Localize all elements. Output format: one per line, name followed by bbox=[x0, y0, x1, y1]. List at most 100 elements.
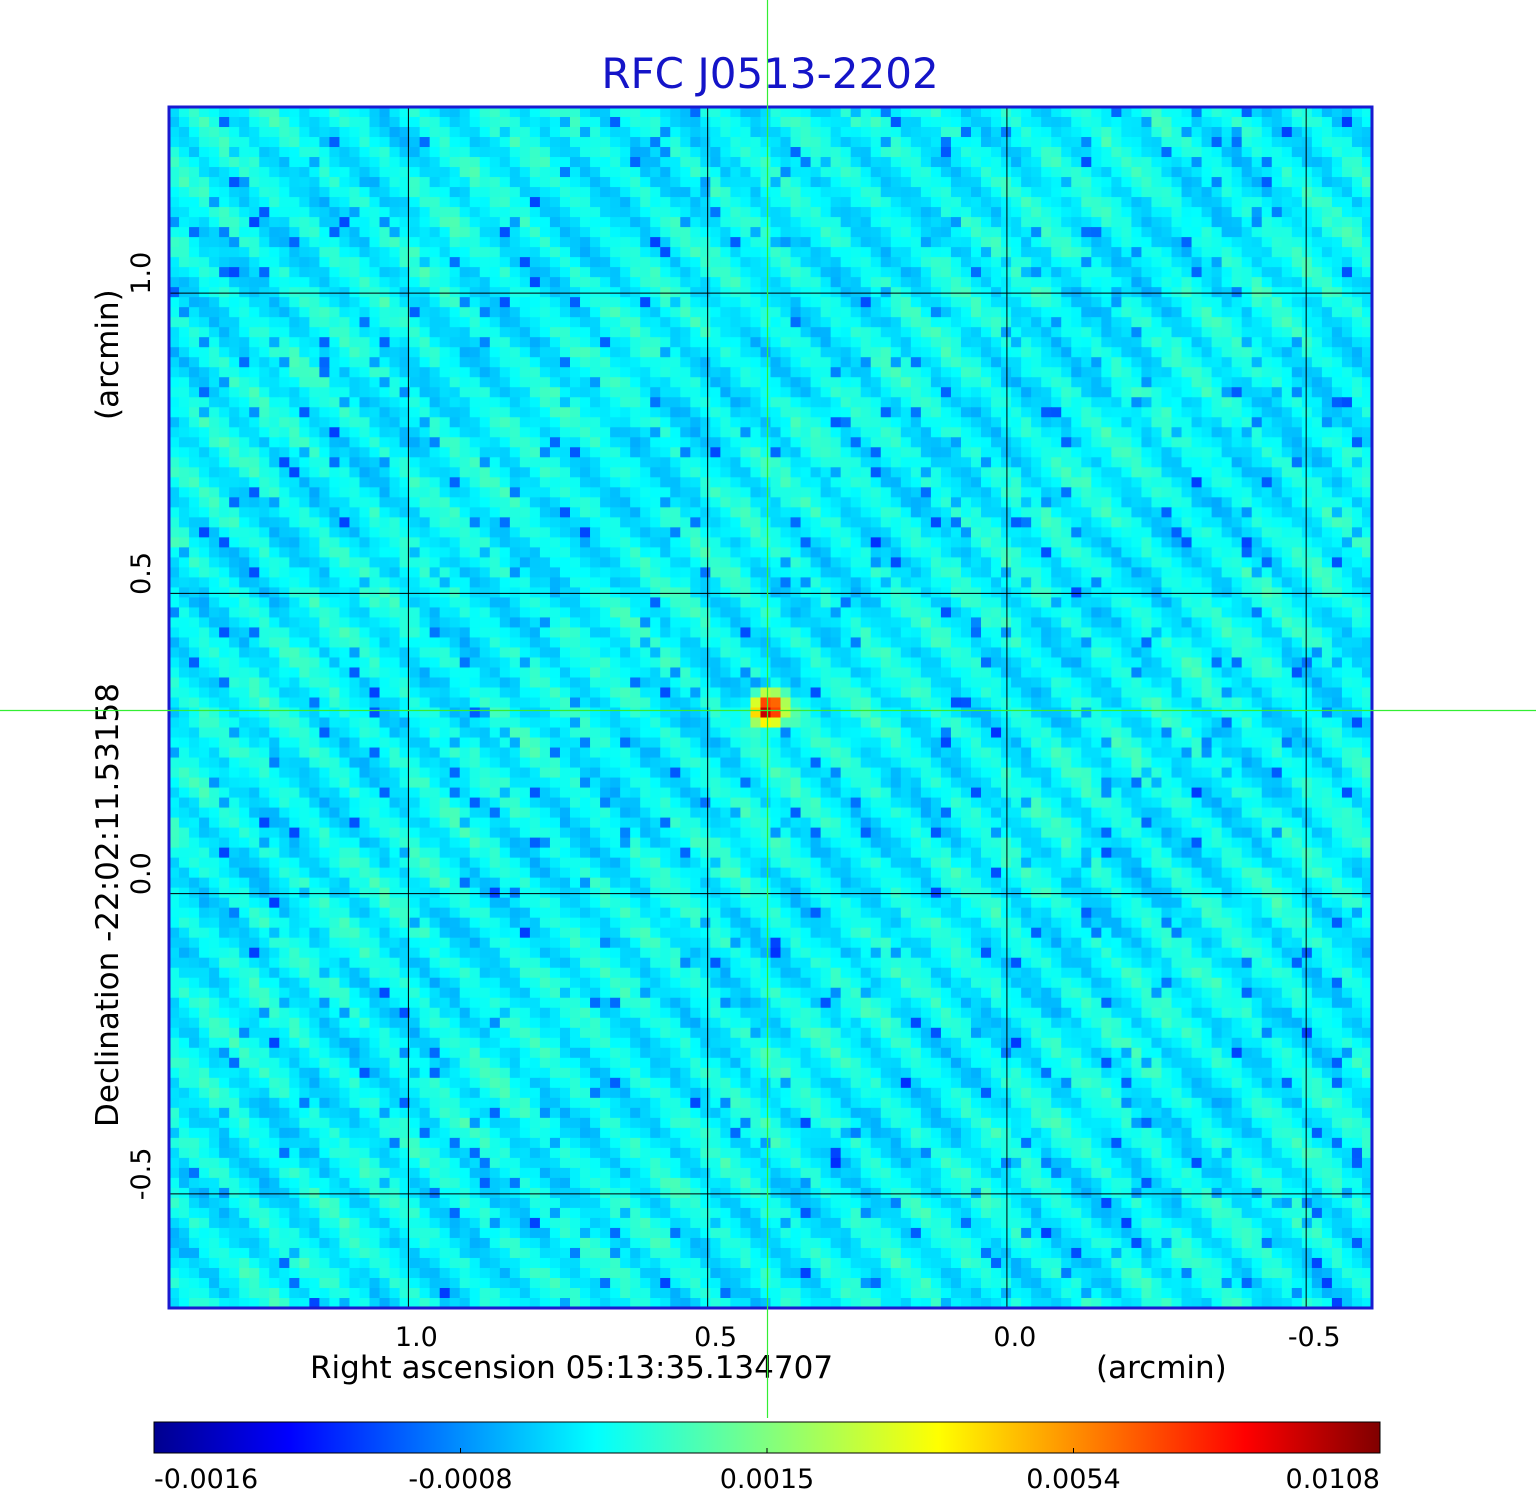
heatmap-cell bbox=[1031, 297, 1042, 308]
heatmap-cell bbox=[469, 297, 481, 308]
heatmap-cell bbox=[800, 257, 812, 268]
heatmap-cell bbox=[1341, 317, 1353, 328]
heatmap-cell bbox=[489, 477, 501, 488]
heatmap-cell bbox=[820, 497, 832, 508]
heatmap-cell bbox=[1241, 227, 1253, 238]
heatmap-cell bbox=[219, 457, 230, 468]
heatmap-cell bbox=[640, 437, 651, 448]
heatmap-cell bbox=[900, 367, 912, 378]
heatmap-cell bbox=[329, 357, 341, 368]
heatmap-cell bbox=[1231, 327, 1243, 338]
heatmap-cell bbox=[319, 317, 331, 328]
heatmap-cell bbox=[1251, 227, 1263, 238]
heatmap-cell bbox=[1201, 167, 1213, 178]
heatmap-cell bbox=[1331, 367, 1343, 378]
heatmap-cell bbox=[860, 287, 872, 298]
heatmap-cell bbox=[479, 517, 491, 528]
heatmap-cell bbox=[449, 227, 461, 238]
heatmap-cell bbox=[319, 467, 331, 478]
heatmap-cell bbox=[299, 307, 310, 318]
heatmap-cell bbox=[329, 457, 341, 468]
heatmap-cell bbox=[209, 107, 220, 118]
heatmap-cell bbox=[1171, 327, 1183, 338]
heatmap-cell bbox=[860, 317, 872, 328]
heatmap-cell bbox=[880, 397, 892, 408]
heatmap-cell bbox=[790, 487, 802, 498]
heatmap-cell bbox=[971, 137, 982, 148]
heatmap-cell bbox=[359, 157, 371, 168]
heatmap-cell bbox=[1171, 227, 1183, 238]
heatmap-cell bbox=[1171, 347, 1183, 358]
heatmap-cell bbox=[830, 367, 842, 378]
heatmap-cell bbox=[539, 357, 551, 368]
heatmap-cell bbox=[539, 497, 551, 508]
heatmap-cell bbox=[489, 507, 501, 518]
heatmap-cell bbox=[199, 297, 210, 308]
heatmap-cell bbox=[800, 177, 812, 188]
heatmap-cell bbox=[1311, 457, 1323, 468]
heatmap-cell bbox=[239, 407, 250, 418]
heatmap-cell bbox=[329, 237, 341, 248]
heatmap-cell bbox=[419, 177, 431, 188]
heatmap-cell bbox=[1211, 197, 1223, 208]
heatmap-cell bbox=[1071, 467, 1082, 478]
heatmap-cell bbox=[1141, 177, 1153, 188]
heatmap-cell bbox=[349, 117, 361, 128]
heatmap-cell bbox=[1161, 247, 1173, 258]
heatmap-cell bbox=[570, 477, 581, 488]
heatmap-cell bbox=[1001, 327, 1012, 338]
heatmap-cell bbox=[519, 487, 531, 498]
heatmap-cell bbox=[1001, 307, 1012, 318]
heatmap-cell bbox=[1151, 147, 1163, 158]
heatmap-cell bbox=[910, 437, 922, 448]
heatmap-cell bbox=[800, 347, 812, 358]
heatmap-cell bbox=[630, 327, 641, 338]
heatmap-cell bbox=[920, 347, 932, 358]
heatmap-cell bbox=[1151, 217, 1163, 228]
heatmap-cell bbox=[991, 347, 1002, 358]
heatmap-cell bbox=[910, 397, 922, 408]
heatmap-cell bbox=[610, 277, 621, 288]
heatmap-cell bbox=[930, 517, 942, 528]
heatmap-cell bbox=[910, 117, 922, 128]
heatmap-cell bbox=[1131, 187, 1143, 198]
heatmap-cell bbox=[1001, 357, 1012, 368]
heatmap-cell bbox=[1121, 157, 1133, 168]
heatmap-cell bbox=[650, 317, 661, 328]
heatmap-cell bbox=[660, 247, 671, 258]
heatmap-cell bbox=[580, 417, 591, 428]
heatmap-cell bbox=[519, 357, 531, 368]
heatmap-cell bbox=[1061, 207, 1072, 218]
heatmap-cell bbox=[690, 267, 701, 278]
heatmap-cell bbox=[1231, 287, 1243, 298]
heatmap-cell bbox=[1191, 457, 1203, 468]
heatmap-cell bbox=[610, 507, 621, 518]
heatmap-cell bbox=[559, 147, 571, 158]
heatmap-cell bbox=[680, 347, 691, 358]
heatmap-cell bbox=[439, 327, 451, 338]
heatmap-cell bbox=[1301, 487, 1313, 498]
heatmap-cell bbox=[810, 367, 822, 378]
heatmap-cell bbox=[1081, 497, 1092, 508]
heatmap-cell bbox=[209, 287, 220, 298]
heatmap-cell bbox=[179, 487, 190, 498]
heatmap-cell bbox=[529, 317, 541, 328]
heatmap-cell bbox=[309, 507, 320, 518]
heatmap-cell bbox=[830, 317, 842, 328]
heatmap-cell bbox=[820, 487, 832, 498]
heatmap-cell bbox=[1011, 387, 1022, 398]
heatmap-cell bbox=[1291, 427, 1303, 438]
heatmap-cell bbox=[991, 377, 1002, 388]
heatmap-cell bbox=[730, 237, 742, 248]
heatmap-cell bbox=[1041, 237, 1052, 248]
heatmap-cell bbox=[1321, 357, 1333, 368]
heatmap-cell bbox=[539, 337, 551, 348]
heatmap-cell bbox=[700, 277, 711, 288]
heatmap-cell bbox=[890, 477, 902, 488]
heatmap-cell bbox=[760, 347, 772, 358]
heatmap-cell bbox=[981, 177, 992, 188]
heatmap-cell bbox=[519, 137, 531, 148]
heatmap-cell bbox=[509, 247, 521, 258]
heatmap-cell bbox=[860, 167, 872, 178]
heatmap-cell bbox=[429, 307, 441, 318]
